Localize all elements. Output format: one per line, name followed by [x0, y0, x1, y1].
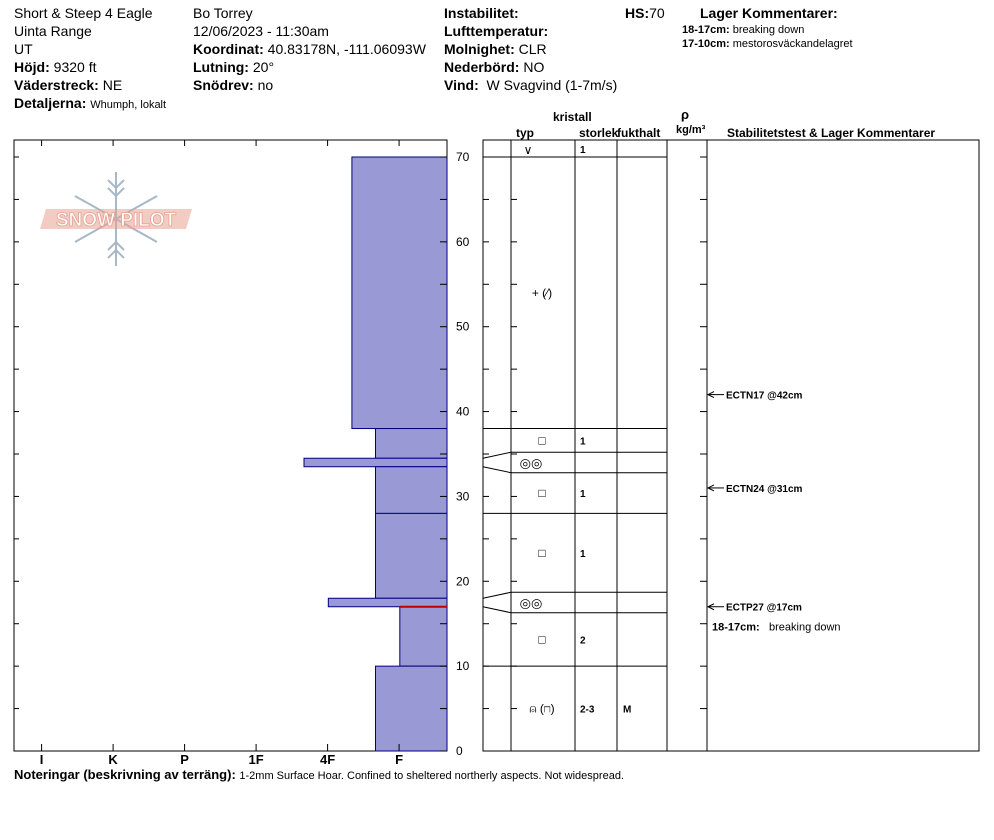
layer-table-frame — [482, 139, 980, 752]
crystal-type: + (⁄) — [532, 286, 552, 300]
svg-text:SNOW PILOT: SNOW PILOT — [56, 210, 177, 231]
layer-bar — [327, 597, 448, 608]
instability: Instabilitet: — [444, 5, 519, 21]
test-arrow-head — [706, 484, 715, 492]
crystal-type: □ — [538, 632, 545, 646]
crystal-type: ⍝ (⊓) — [529, 702, 554, 716]
layer-comments-title: Lager Kommentarer: — [700, 5, 838, 21]
crystal-size: 1 — [580, 436, 586, 447]
crystal-size: 2 — [580, 635, 586, 646]
depth-tick-label: 30 — [456, 489, 470, 503]
hardness-tick-label: K — [108, 752, 118, 767]
stability-header: Stabilitetstest & Lager Kommentarer — [727, 126, 936, 140]
layer-comment: 17-10cm: mestorosväckandelagret — [682, 38, 853, 50]
crystal-type: ◎◎ — [520, 455, 543, 470]
notes: Noteringar (beskrivning av terräng): 1-2… — [14, 767, 624, 782]
observer-name: Bo Torrey — [193, 5, 253, 21]
crystal-header: kristall — [553, 110, 592, 124]
snowpilot-logo: SNOW PILOT — [40, 172, 192, 266]
layer-bar — [375, 466, 448, 514]
layer-bars — [303, 156, 448, 752]
hardness-tick-label: P — [180, 752, 189, 767]
crystal-type: □ — [538, 546, 545, 560]
observation-datetime: 12/06/2023 - 11:30am — [193, 23, 329, 39]
depth-tick-label: 0 — [456, 744, 463, 758]
crystal-size: 1 — [580, 489, 586, 500]
layer-boundary-line — [482, 591, 667, 599]
snow-profile-chart: SNOW PILOT 0 10 20 30 40 50 60 70 I K P 1F 4F F ∨ 1 + … — [13, 139, 980, 767]
details: Detaljerna: Whumph, lokalt — [14, 95, 167, 111]
depth-tick-label: 10 — [456, 659, 470, 673]
wind: Vind: W Svagvind (1-7m/s) — [444, 77, 618, 93]
test-arrow-head — [706, 391, 715, 399]
crystal-size: 1 — [580, 549, 586, 560]
stability-tests: ECTN17 @42cm ECTN24 @31cm ECTP27 @17cm 18-1… — [706, 391, 841, 634]
layer-boundary-line — [482, 451, 667, 459]
hardness-tick-label: I — [40, 752, 44, 767]
size-header: storlek — [579, 126, 619, 140]
air-temperature: Lufttemperatur: — [444, 23, 549, 39]
moisture-value: M — [623, 705, 631, 716]
elevation: Höjd: 9320 ft — [14, 59, 97, 75]
hardness-tick-label: 1F — [249, 752, 264, 767]
cloud-cover: Molnighet: CLR — [444, 41, 547, 57]
hardness-tick-label: F — [395, 752, 403, 767]
snow-height: HS:70 — [625, 5, 665, 21]
stability-test-label: ECTP27 @17cm — [726, 603, 802, 614]
coordinates: Koordinat: 40.83178N, -111.06093W — [193, 41, 426, 57]
layer-bar — [375, 512, 448, 599]
depth-tick-label: 70 — [456, 150, 470, 164]
depth-axis: 0 10 20 30 40 50 60 70 — [14, 150, 707, 758]
aspect: Väderstreck: NE — [14, 77, 123, 93]
layer-bar — [351, 156, 448, 430]
crystal-type: □ — [538, 433, 545, 447]
range-name: Uinta Range — [14, 23, 92, 39]
crystal-type: ◎◎ — [520, 596, 543, 611]
hardness-axis: I K P 1F 4F F — [40, 140, 403, 767]
crystal-size: 2-3 — [580, 705, 595, 716]
crystal-size: 1 — [580, 145, 586, 156]
layer-bar — [399, 606, 448, 667]
rho-header: ρ — [681, 107, 690, 122]
layer-bar — [375, 428, 448, 459]
wind-drift: Snödrev: no — [193, 77, 274, 93]
stability-test-label: ECTN24 @31cm — [726, 484, 803, 495]
crystal-type: □ — [538, 486, 545, 500]
type-header: typ — [516, 126, 534, 140]
layer-boundary-line — [482, 466, 667, 474]
depth-tick-label: 40 — [456, 405, 470, 419]
slope-angle: Lutning: 20° — [193, 59, 275, 75]
test-arrow-head — [706, 603, 715, 611]
state-name: UT — [14, 41, 33, 57]
stability-test-label: ECTN17 @42cm — [726, 391, 803, 402]
density-header: kg/m³ — [676, 124, 706, 136]
layer-bar — [303, 457, 448, 468]
depth-tick-label: 60 — [456, 235, 470, 249]
precipitation: Nederbörd: NO — [444, 59, 545, 75]
location-name: Short & Steep 4 Eagle — [14, 5, 153, 21]
crystal-type: ∨ — [524, 143, 533, 157]
layer-table: ∨ 1 + (⁄) □ 1 □ 1 □ 1 □ 2 ⍝ (⊓) 2-3 M ◎◎ ◎◎ — [482, 140, 708, 751]
test-comment-text: breaking down — [769, 622, 841, 634]
depth-tick-label: 50 — [456, 320, 470, 334]
depth-tick-label: 20 — [456, 574, 470, 588]
layer-bar — [375, 665, 448, 752]
layer-boundary-line — [482, 606, 667, 614]
moisture-header: fukthalt — [617, 126, 661, 140]
hardness-tick-label: 4F — [320, 752, 335, 767]
test-comment-range: 18-17cm: — [712, 622, 760, 634]
layer-comment: 18-17cm: breaking down — [682, 24, 805, 36]
